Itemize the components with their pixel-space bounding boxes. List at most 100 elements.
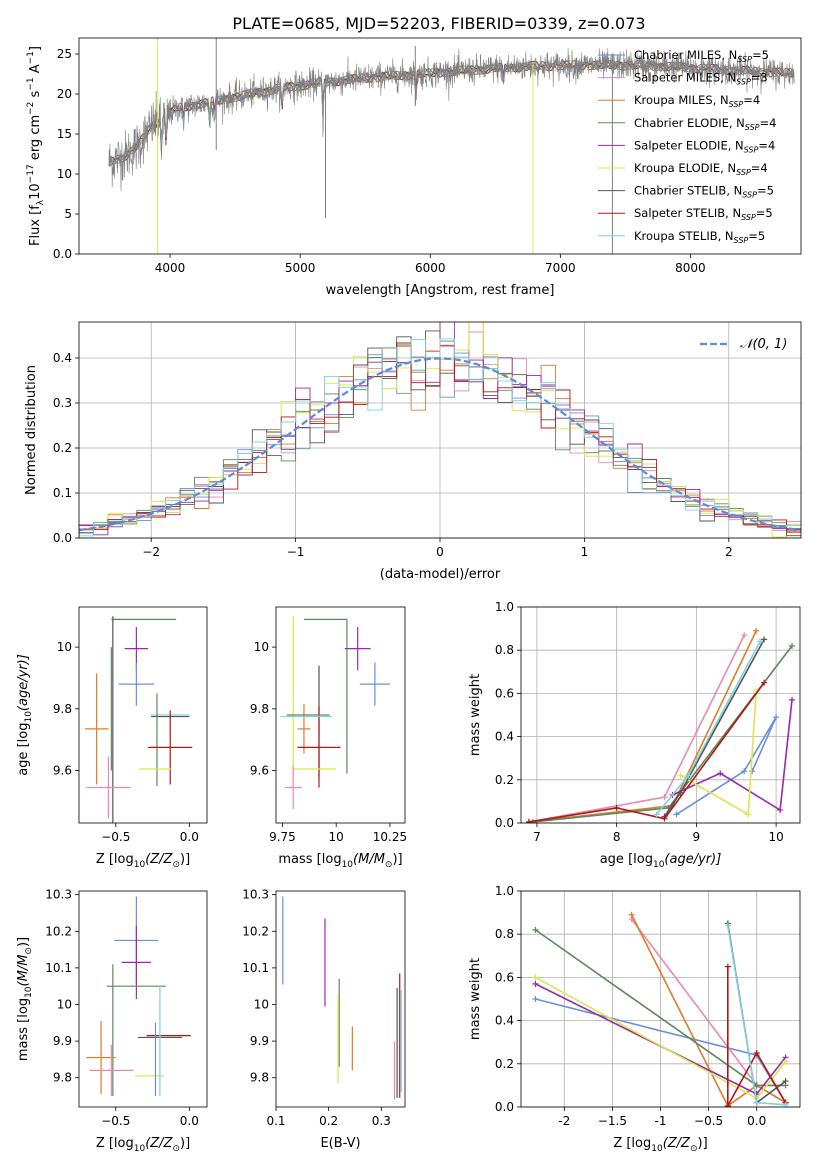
label-part: SSP xyxy=(741,213,756,222)
ticks: 0.1 0.2 0.3 9.8 9.9 10 10.1 10.2 10.3 xyxy=(242,888,391,1128)
label-part: Salpeter MILES, N xyxy=(634,71,736,85)
x-axis-label: E(B-V) xyxy=(320,1136,360,1151)
legend-entry: Kroupa STELIB, NSSP=5 xyxy=(634,229,765,245)
series-marker xyxy=(741,632,748,639)
mass-vs-ebv-panel: 0.1 0.2 0.3 9.8 9.9 10 10.1 10.2 10.3 E(B-V) xyxy=(242,888,406,1151)
plot-area xyxy=(280,616,390,810)
y-tick-label: 10 xyxy=(254,997,269,1011)
y-tick-label: 9.8 xyxy=(250,1071,269,1085)
x-axis-label: Z [log10(Z/Z⊙)] xyxy=(96,1136,190,1154)
label-part: 10 xyxy=(651,1144,663,1154)
ticks: 4000 5000 6000 7000 8000 0.0 5 10 15 20 25 xyxy=(53,47,706,275)
y-tick-label: 9.8 xyxy=(250,702,269,716)
y-tick-label: 10.3 xyxy=(45,888,72,902)
axes-frame xyxy=(78,37,802,255)
series-marker xyxy=(745,811,752,818)
series-marker xyxy=(525,818,532,823)
series-marker xyxy=(661,815,668,822)
label-part: Normed distribution xyxy=(24,365,39,495)
label-part: 10 xyxy=(342,860,354,870)
ticks: -2 −1.5 -1 −0.5 0.0 0.0 0.2 0.4 0.6 0.8 1.0 xyxy=(495,884,766,1128)
x-tick-label: −0.5 xyxy=(101,1114,130,1128)
weight-vs-metallicity-panel: -2 −1.5 -1 −0.5 0.0 0.0 0.2 0.4 0.6 0.8 1.0 Z [log1… xyxy=(468,884,801,1154)
series-line xyxy=(630,914,787,1107)
label-part: =5 xyxy=(748,229,765,243)
axes-frame xyxy=(275,890,406,1108)
y-tick-label: 0.6 xyxy=(495,970,514,984)
label-part: SSP xyxy=(736,78,751,87)
label-part: Salpeter STELIB, N xyxy=(634,206,741,220)
label-part: Kroupa STELIB, N xyxy=(634,229,734,243)
y-tick-label: 0.4 xyxy=(53,351,72,365)
label-part: 10 xyxy=(134,1144,146,1154)
label-part: −1 xyxy=(26,77,36,90)
legend-entry: Chabrier ELODIE, NSSP=4 xyxy=(634,116,776,132)
label-part: SSP xyxy=(742,191,757,200)
x-tick-label: 10.25 xyxy=(373,830,407,844)
plot-area xyxy=(532,911,789,1107)
label-part: SSP xyxy=(745,123,760,132)
x-tick-label: 2 xyxy=(725,545,733,559)
error-bar-salpeter_stelib xyxy=(297,707,341,788)
label-part: −1 xyxy=(26,51,36,64)
y-axis-label: mass weight xyxy=(468,958,483,1040)
plot-area xyxy=(525,627,796,823)
series-salpeter_stelib xyxy=(525,679,768,823)
plot-area xyxy=(282,896,402,1100)
label-part: wavelength [Angstrom, rest frame] xyxy=(326,283,555,298)
plot-area xyxy=(79,322,801,538)
series-marker xyxy=(753,627,760,634)
series-marker xyxy=(782,1078,789,1085)
label-part: SSP xyxy=(737,55,752,64)
series-marker xyxy=(789,642,796,649)
label-part: age [log xyxy=(16,723,31,776)
ticks: 7 8 9 10 0.0 0.2 0.4 0.6 0.8 1.0 xyxy=(495,600,784,844)
x-axis-label: wavelength [Angstrom, rest frame] xyxy=(326,283,555,298)
y-tick-label: 10.1 xyxy=(242,961,269,975)
y-tick-label: 1.0 xyxy=(495,600,514,614)
y-tick-label: 10 xyxy=(57,997,72,1011)
label-part: ] xyxy=(28,46,43,51)
label-part: 10 xyxy=(653,860,665,870)
label-part: mass [log xyxy=(16,998,31,1061)
y-tick-label: 0.8 xyxy=(495,643,514,657)
x-tick-label: 7 xyxy=(533,830,541,844)
x-tick-label: 8 xyxy=(613,830,621,844)
series-line xyxy=(528,630,757,823)
y-tick-label: 10.2 xyxy=(242,924,269,938)
x-tick-label: 8000 xyxy=(675,261,706,275)
y-tick-label: 25 xyxy=(57,47,72,61)
y-tick-label: 0.0 xyxy=(495,816,514,830)
series-marker xyxy=(741,768,748,775)
x-tick-label: −2 xyxy=(142,545,160,559)
label-part: A xyxy=(28,64,43,77)
y-tick-label: 9.9 xyxy=(250,1034,269,1048)
label-part: )] xyxy=(180,852,190,867)
y-tick-label: 0.6 xyxy=(495,686,514,700)
label-part: −2 xyxy=(26,102,36,115)
x-tick-label: -1 xyxy=(655,1114,667,1128)
label-part: Kroupa MILES, N xyxy=(634,93,729,107)
label-part: erg cm xyxy=(28,115,43,164)
label-part: =5 xyxy=(757,184,774,198)
label-part: SSP xyxy=(734,236,749,245)
x-axis-label: (data-model)/error xyxy=(380,567,501,582)
error-bar-salpeter_miles xyxy=(86,756,131,819)
x-axis-label: Z [log10(Z/Z⊙)] xyxy=(613,1136,707,1154)
y-tick-label: 0.0 xyxy=(495,1100,514,1114)
label-part: mass [log xyxy=(278,852,341,867)
label-part: =3 xyxy=(751,71,768,85)
label-part: Salpeter ELODIE, N xyxy=(634,138,744,152)
y-axis-label: age [log10(age/yr)] xyxy=(16,654,34,776)
error-bars xyxy=(86,896,191,1097)
x-axis-label: age [log10(age/yr)] xyxy=(600,852,722,870)
label-part: =4 xyxy=(760,116,777,130)
series-marker xyxy=(653,811,660,818)
label-part: mass weight xyxy=(468,674,483,756)
label-part: (M/M xyxy=(353,852,385,867)
label-part: Flux [f xyxy=(28,205,43,246)
label-part: (age/yr)] xyxy=(16,654,31,711)
